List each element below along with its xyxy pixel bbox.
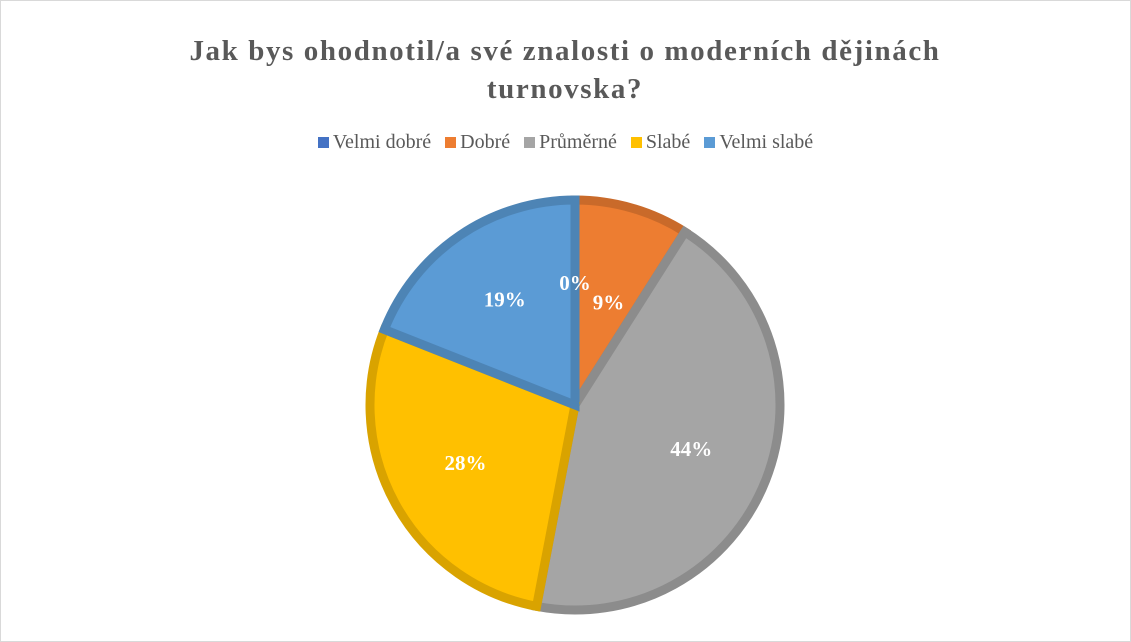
data-label: 44% [670,437,712,461]
legend-swatch [317,137,329,148]
legend-swatch [524,137,536,148]
data-label: 0% [559,271,591,295]
legend-item: Průměrné [524,131,617,154]
legend-label: Dobré [460,131,511,153]
legend-swatch [704,137,716,148]
pie-slice [378,195,580,412]
legend-item: Dobré [445,131,510,154]
legend-label: Velmi slabé [719,131,814,153]
legend-item: Velmi dobré [317,131,432,154]
data-label: 19% [484,287,526,311]
data-label: 28% [444,451,486,475]
pie-slice [365,323,581,612]
data-label: 9% [593,291,625,315]
legend-swatch [630,137,642,148]
legend-label: Slabé [645,131,691,153]
legend-item: Slabé [630,131,691,154]
pie-slice [531,225,785,615]
legend-label: Průměrné [539,131,617,153]
chart-title: Jak bys ohodnotil/a své znalosti o moder… [189,35,941,105]
legend-label: Velmi dobré [332,131,432,153]
legend-swatch [445,137,457,148]
legend-item: Velmi slabé [704,131,813,154]
legend: Velmi dobré Dobré Průměrné Slabé Velmi slabé [0,131,1131,154]
